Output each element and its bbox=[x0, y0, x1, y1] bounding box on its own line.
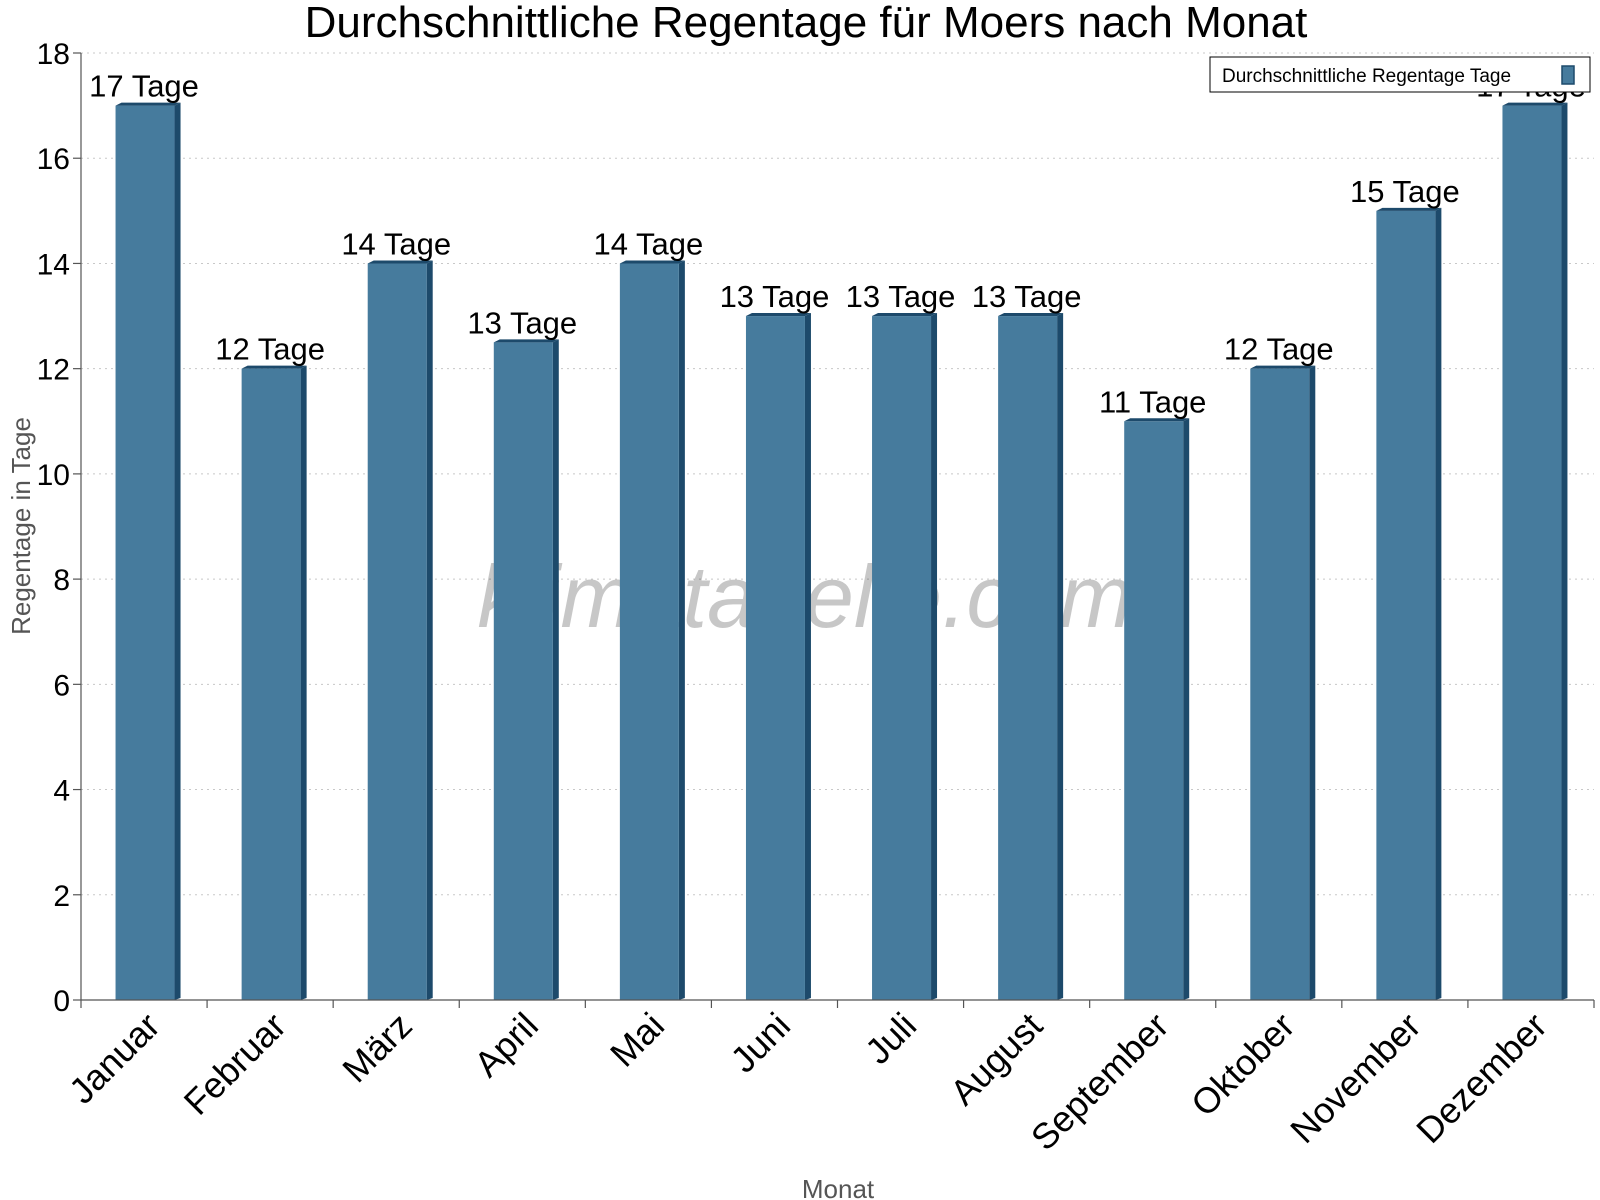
bar-oktober bbox=[1250, 365, 1316, 1001]
bar-august bbox=[998, 313, 1064, 1000]
bar-side bbox=[1183, 418, 1190, 1000]
bars: 17 Tage 12 Tage 14 Tage 13 Tage 14 Tage 13 Ta… bbox=[89, 69, 1586, 1001]
bar-side bbox=[931, 313, 938, 1000]
y-tick-label: 16 bbox=[37, 143, 70, 176]
bar-januar bbox=[115, 102, 181, 1001]
bar-body bbox=[241, 368, 301, 1001]
bar-body bbox=[367, 263, 427, 1000]
x-tick-label: Juli bbox=[857, 1005, 924, 1072]
bar-top bbox=[1124, 418, 1190, 422]
bar-side bbox=[552, 339, 559, 1001]
y-tick-label: 14 bbox=[37, 248, 70, 281]
bar-body bbox=[998, 316, 1058, 1000]
y-tick-label: 2 bbox=[53, 880, 70, 913]
bar-body bbox=[115, 105, 175, 1001]
legend: Durchschnittliche Regentage Tage bbox=[1209, 56, 1591, 93]
y-tick-label: 6 bbox=[53, 669, 70, 702]
bar-body bbox=[619, 263, 679, 1000]
x-tick-label: März bbox=[334, 1005, 420, 1091]
bar-side bbox=[426, 260, 433, 1000]
bar-side bbox=[300, 365, 307, 1001]
data-label: 12 Tage bbox=[1224, 332, 1334, 367]
data-label: 14 Tage bbox=[593, 226, 703, 261]
y-tick-label: 10 bbox=[37, 459, 70, 492]
y-tick-label: 0 bbox=[53, 985, 70, 1018]
bar-top bbox=[493, 339, 559, 343]
bar-september bbox=[1124, 418, 1190, 1000]
bar-april bbox=[493, 339, 559, 1001]
data-label: 13 Tage bbox=[720, 279, 830, 314]
legend-box bbox=[1209, 56, 1591, 93]
data-label: 13 Tage bbox=[972, 279, 1082, 314]
bar-top bbox=[1250, 365, 1316, 369]
bar-side bbox=[678, 260, 685, 1000]
x-tick-label: November bbox=[1282, 1005, 1428, 1151]
bar-body bbox=[1376, 210, 1436, 1001]
bar-november bbox=[1376, 207, 1442, 1001]
y-tick-label: 4 bbox=[53, 775, 70, 808]
bar-side bbox=[1309, 365, 1316, 1001]
y-tick-label: 12 bbox=[37, 354, 70, 387]
y-axis-title: Regentage in Tage bbox=[6, 417, 36, 635]
x-tick-label: Mai bbox=[602, 1005, 672, 1075]
bar-body bbox=[1250, 368, 1310, 1001]
x-tick-label: Februar bbox=[176, 1005, 294, 1123]
bar-top bbox=[619, 260, 685, 264]
data-label: 13 Tage bbox=[846, 279, 956, 314]
bar-mai bbox=[619, 260, 685, 1000]
bar-body bbox=[745, 316, 805, 1000]
bar-side bbox=[1057, 313, 1064, 1000]
bar-body bbox=[1502, 105, 1562, 1001]
bar-top bbox=[367, 260, 433, 264]
gridlines bbox=[81, 52, 1594, 896]
bar-top bbox=[1376, 207, 1442, 211]
data-label: 12 Tage bbox=[215, 332, 325, 367]
bar-juli bbox=[872, 313, 938, 1000]
y-tick-label: 18 bbox=[37, 38, 70, 71]
bar-side bbox=[1561, 102, 1568, 1001]
bar-top bbox=[745, 313, 811, 317]
data-label: 14 Tage bbox=[341, 226, 451, 261]
bar-top bbox=[998, 313, 1064, 317]
bar-dezember bbox=[1502, 102, 1568, 1001]
data-label: 17 Tage bbox=[89, 69, 199, 104]
bar-februar bbox=[241, 365, 307, 1001]
x-tick-label: September bbox=[1023, 1005, 1177, 1159]
data-label: 11 Tage bbox=[1099, 384, 1206, 419]
legend-label: Durchschnittliche Regentage Tage bbox=[1222, 66, 1511, 87]
bar-märz bbox=[367, 260, 433, 1000]
bar-top bbox=[1502, 102, 1568, 106]
x-axis-title: Monat bbox=[802, 1174, 875, 1200]
legend-swatch bbox=[1561, 65, 1575, 85]
bar-body bbox=[872, 316, 932, 1000]
x-tick-label: Januar bbox=[61, 1005, 168, 1112]
x-tick-label: Oktober bbox=[1183, 1005, 1303, 1125]
bar-top bbox=[241, 365, 307, 369]
bar-body bbox=[493, 342, 553, 1001]
chart-title: Durchschnittliche Regentage für Moers na… bbox=[305, 0, 1308, 47]
data-label: 13 Tage bbox=[467, 305, 577, 340]
bar-top bbox=[115, 102, 181, 106]
bar-body bbox=[1124, 421, 1184, 1000]
data-label: 15 Tage bbox=[1350, 174, 1460, 209]
x-tick-label: August bbox=[942, 1005, 1050, 1113]
x-tick-label: April bbox=[466, 1005, 546, 1085]
y-tick-label: 8 bbox=[53, 564, 70, 597]
y-tick-labels: 0 2 4 6 8 10 12 14 16 18 bbox=[37, 38, 81, 1018]
bar-side bbox=[174, 102, 181, 1001]
bar-side bbox=[1435, 207, 1442, 1001]
bar-juni bbox=[745, 313, 811, 1000]
x-tick-labels: Januar Februar März April Mai Juni Juli AugustS… bbox=[61, 1000, 1595, 1159]
x-tick-label: Dezember bbox=[1408, 1005, 1554, 1151]
x-tick-label: Juni bbox=[722, 1005, 798, 1081]
bar-top bbox=[872, 313, 938, 317]
bar-side bbox=[804, 313, 811, 1000]
